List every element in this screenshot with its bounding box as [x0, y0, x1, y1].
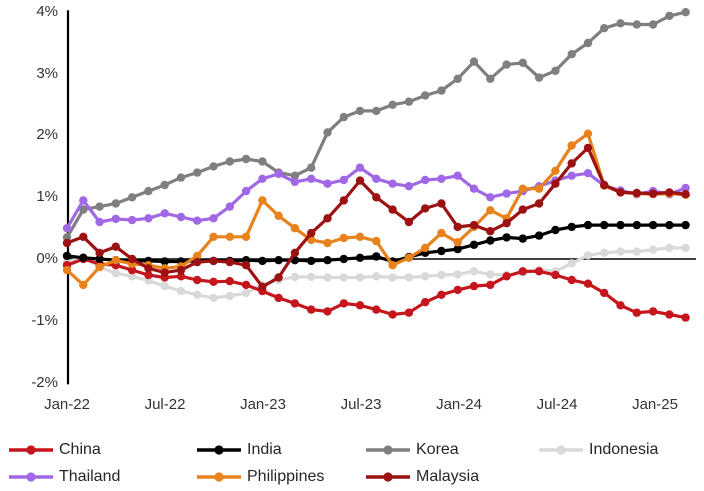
x-tick-label: Jan-22	[44, 396, 90, 413]
x-tick-label: Jan-25	[632, 396, 678, 413]
legend-marker-icon	[197, 445, 241, 455]
y-tick-label: 1%	[36, 188, 58, 205]
y-tick-label: -2%	[31, 374, 58, 391]
legend-item-china[interactable]: China	[8, 439, 101, 461]
series-korea	[62, 8, 690, 242]
y-tick-label: 2%	[36, 126, 58, 143]
y-tick-label: 3%	[36, 65, 58, 82]
legend-item-india[interactable]: India	[196, 439, 282, 461]
legend-label: Philippines	[247, 468, 325, 485]
x-tick-label: Jul-24	[536, 396, 578, 413]
y-tick-label: 0%	[36, 250, 58, 267]
legend-marker-icon	[366, 472, 410, 482]
legend-label: Korea	[416, 441, 459, 458]
legend-marker-icon	[9, 445, 53, 455]
legend-item-thailand[interactable]: Thailand	[8, 466, 120, 488]
legend-label: Indonesia	[589, 441, 659, 458]
legend-marker-icon	[539, 445, 583, 455]
x-tick-label: Jul-22	[144, 396, 186, 413]
legend-item-malaysia[interactable]: Malaysia	[365, 466, 479, 488]
legend-label: India	[247, 441, 282, 458]
legend-item-korea[interactable]: Korea	[365, 439, 459, 461]
series-malaysia	[62, 143, 690, 291]
legend: China India Korea Indonesia Thailand Phi…	[0, 437, 704, 491]
series-china	[62, 254, 690, 322]
y-tick-label: -1%	[31, 312, 58, 329]
series-india	[62, 220, 690, 266]
series-philippines	[62, 129, 690, 290]
legend-item-indonesia[interactable]: Indonesia	[538, 439, 658, 461]
legend-label: Malaysia	[416, 468, 480, 485]
legend-item-philippines[interactable]: Philippines	[196, 466, 324, 488]
legend-marker-icon	[197, 472, 241, 482]
legend-label: China	[59, 441, 101, 458]
x-tick-label: Jan-24	[436, 396, 482, 413]
legend-marker-icon	[366, 445, 410, 455]
legend-marker-icon	[9, 472, 53, 482]
x-tick-label: Jul-23	[340, 396, 382, 413]
y-tick-label: 4%	[36, 3, 58, 20]
legend-label: Thailand	[59, 468, 121, 485]
x-tick-label: Jan-23	[240, 396, 286, 413]
